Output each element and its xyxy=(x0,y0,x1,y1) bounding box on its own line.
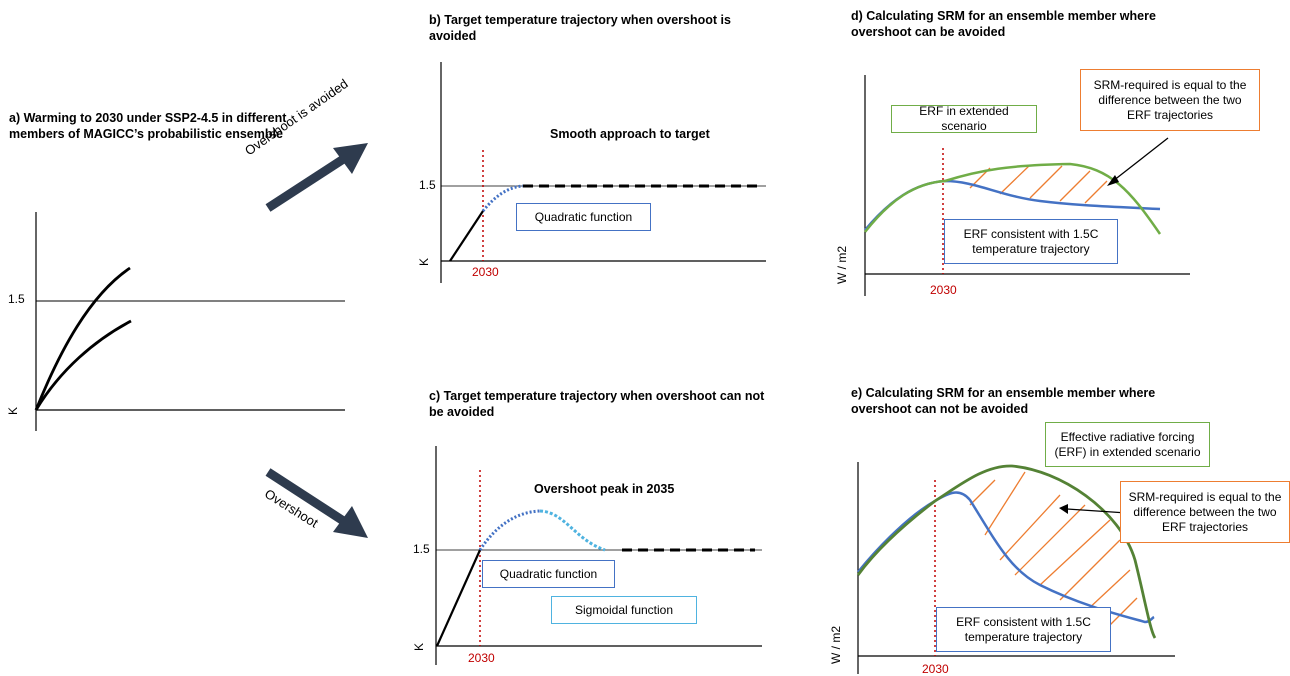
panel-b-historical-line xyxy=(449,210,484,262)
panel-c-sigmoidal-curve xyxy=(539,509,606,552)
panel-d-srm-box: SRM-required is equal to the difference … xyxy=(1080,69,1260,131)
panel-a-lower-trajectory xyxy=(34,319,132,411)
panel-d-title: d) Calculating SRM for an ensemble membe… xyxy=(851,9,1156,39)
panel-e-plot xyxy=(856,462,1175,674)
panel-b-plot xyxy=(440,62,766,283)
panel-e-title: e) Calculating SRM for an ensemble membe… xyxy=(851,386,1156,416)
panel-c-yunit: K xyxy=(412,642,427,652)
panel-b-title: b) Target temperature trajectory when ov… xyxy=(429,13,731,43)
panel-c-historical-line xyxy=(435,549,482,647)
panel-e-erf-box: Effective radiative forcing (ERF) in ext… xyxy=(1045,422,1210,467)
panel-e-target-box: ERF consistent with 1.5C temperature tra… xyxy=(936,607,1111,652)
panel-e-target-erf-curve xyxy=(857,491,1155,624)
panel-e-extended-erf-curve xyxy=(856,464,1157,639)
panel-a-title: a) Warming to 2030 under SSP2-4.5 in dif… xyxy=(9,111,287,141)
panel-d-pointer xyxy=(1112,137,1169,182)
panel-c-title: c) Target temperature trajectory when ov… xyxy=(429,389,765,419)
panel-d-erf-box: ERF in extended scenario xyxy=(891,104,1037,133)
panel-a-yunit: K xyxy=(6,406,21,416)
panel-d-target-box: ERF consistent with 1.5C temperature tra… xyxy=(944,219,1118,264)
panel-b-ytick: 1.5 xyxy=(419,178,436,192)
panel-d-yunit: W / m2 xyxy=(835,246,849,284)
arrow-overshoot-avoided xyxy=(265,143,368,212)
panel-e-yunit: W / m2 xyxy=(829,626,843,664)
panel-c-note: Overshoot peak in 2035 xyxy=(534,482,675,496)
panel-e-year: 2030 xyxy=(922,662,949,676)
panel-c-quadratic-box: Quadratic function xyxy=(482,560,615,588)
panel-b-year: 2030 xyxy=(472,265,499,279)
panel-c-sigmoidal-box: Sigmoidal function xyxy=(551,596,697,624)
panel-c-plot xyxy=(435,446,762,665)
arrow-overshoot xyxy=(265,468,368,538)
panel-e-pointer xyxy=(1066,508,1128,514)
panel-b-note: Smooth approach to target xyxy=(550,127,710,141)
panel-c-quadratic-curve xyxy=(478,509,541,551)
panel-a-plot xyxy=(34,212,345,431)
panel-b-quadratic-box: Quadratic function xyxy=(516,203,651,231)
panel-d-extended-erf-curve xyxy=(864,162,1162,235)
panel-c-year: 2030 xyxy=(468,651,495,665)
panel-b-quadratic-curve xyxy=(481,184,524,212)
panel-c-ytick: 1.5 xyxy=(413,542,430,556)
panel-b-yunit: K xyxy=(417,257,432,267)
panel-a-ytick: 1.5 xyxy=(8,292,25,306)
panel-a-upper-trajectory xyxy=(34,266,131,411)
panel-d-plot xyxy=(864,75,1190,296)
panel-e-srm-box: SRM-required is equal to the difference … xyxy=(1120,481,1290,543)
panel-e-srm-hatching xyxy=(969,471,1138,626)
panel-d-year: 2030 xyxy=(930,283,957,297)
